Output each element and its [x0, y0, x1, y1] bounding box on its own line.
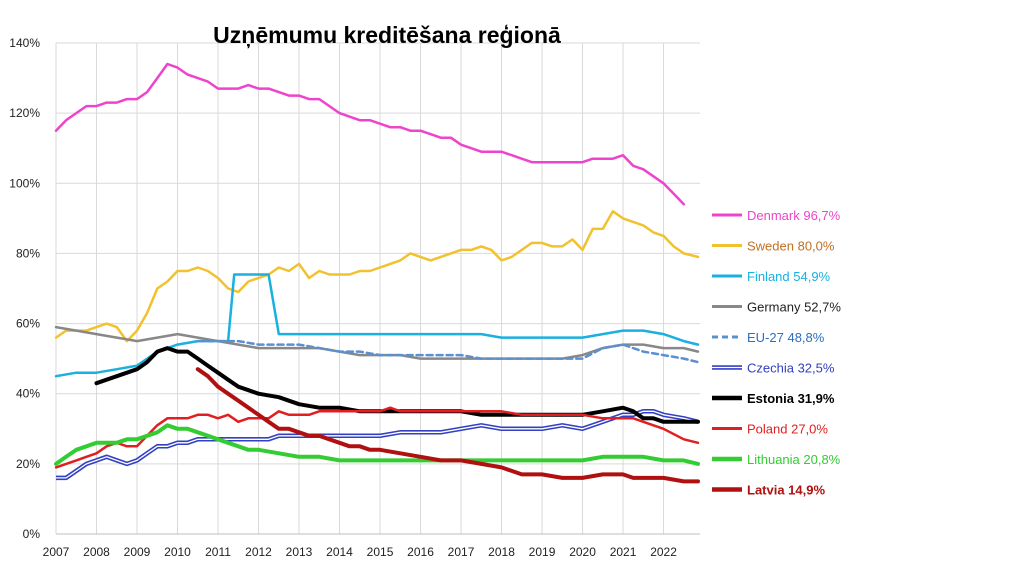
legend-label-estonia: Estonia 31,9% [747, 391, 835, 406]
legend-label-poland: Poland 27,0% [747, 422, 828, 437]
x-tick-label: 2009 [124, 545, 151, 559]
legend-label-germany: Germany 52,7% [747, 300, 841, 315]
y-tick-label: 40% [16, 387, 40, 401]
y-tick-label: 60% [16, 317, 40, 331]
x-tick-label: 2017 [448, 545, 475, 559]
series-line-denmark [54, 62, 686, 206]
legend-label-latvia: Latvia 14,9% [747, 483, 825, 498]
legend: Denmark 96,7% Sweden 80,0% Finland 54,9% Ge… [712, 208, 841, 498]
y-tick-label: 80% [16, 246, 40, 260]
x-tick-label: 2020 [569, 545, 596, 559]
legend-label-lithuania: Lithuania 20,8% [747, 452, 841, 467]
series-line-lithuania [54, 423, 700, 466]
series-lines [54, 62, 700, 484]
x-tick-label: 2015 [367, 545, 394, 559]
x-tick-label: 2018 [488, 545, 515, 559]
grid-lines [55, 42, 700, 535]
series-line-finland [54, 273, 700, 378]
y-tick-label: 20% [16, 457, 40, 471]
series-line-sweden [54, 210, 700, 343]
x-tick-label: 2012 [245, 545, 272, 559]
series-line-estonia [94, 346, 700, 424]
x-tick-label: 2013 [286, 545, 313, 559]
series-line-eu-27 [196, 339, 700, 364]
legend-label-eu-27: EU-27 48,8% [747, 330, 825, 345]
legend-label-denmark: Denmark 96,7% [747, 208, 841, 223]
x-tick-label: 2019 [529, 545, 556, 559]
y-tick-label: 100% [9, 176, 40, 190]
x-tick-label: 2014 [326, 545, 353, 559]
legend-label-finland: Finland 54,9% [747, 269, 831, 284]
x-tick-label: 2010 [164, 545, 191, 559]
series-line-latvia [195, 367, 700, 484]
y-tick-label: 120% [9, 106, 40, 120]
y-tick-label: 0% [23, 527, 41, 541]
x-tick-label: 2011 [205, 545, 231, 559]
series-line-poland [54, 406, 700, 469]
chart-title: Uzņēmumu kreditēšana reģionā [213, 22, 561, 48]
axes: 2007 2008 2009 2010 2011 2012 2013 2014 2015 2016… [9, 36, 700, 559]
y-tick-label: 140% [9, 36, 40, 50]
x-tick-label: 2021 [610, 545, 637, 559]
legend-label-czechia: Czechia 32,5% [747, 361, 835, 376]
x-tick-label: 2007 [43, 545, 70, 559]
legend-label-sweden: Sweden 80,0% [747, 239, 835, 254]
x-tick-label: 2022 [650, 545, 677, 559]
x-tick-label: 2016 [407, 545, 434, 559]
x-tick-label: 2008 [83, 545, 110, 559]
series-line-czechia [56, 409, 699, 481]
